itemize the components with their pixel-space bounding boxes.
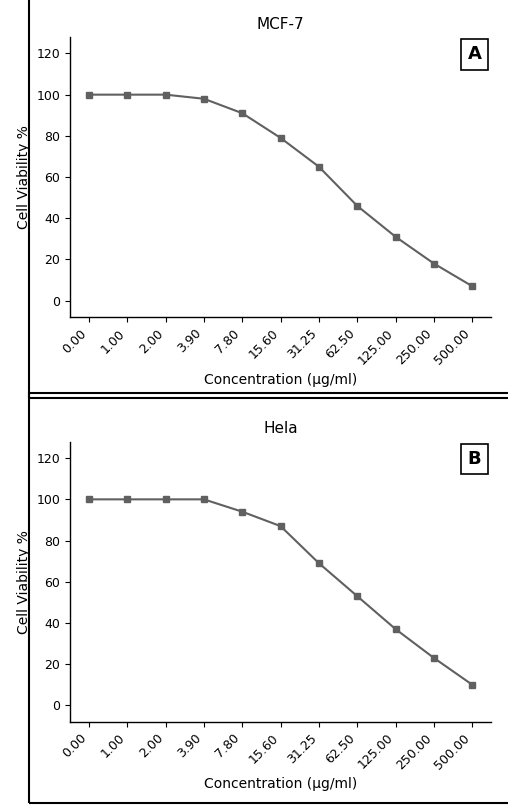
Y-axis label: Cell Viability %: Cell Viability % <box>17 530 30 633</box>
Title: Hela: Hela <box>263 421 298 436</box>
X-axis label: Concentration (μg/ml): Concentration (μg/ml) <box>204 372 357 387</box>
Title: MCF-7: MCF-7 <box>257 17 304 32</box>
Text: B: B <box>468 450 481 468</box>
X-axis label: Concentration (μg/ml): Concentration (μg/ml) <box>204 777 357 791</box>
Y-axis label: Cell Viability %: Cell Viability % <box>17 125 30 229</box>
Text: A: A <box>467 45 482 63</box>
